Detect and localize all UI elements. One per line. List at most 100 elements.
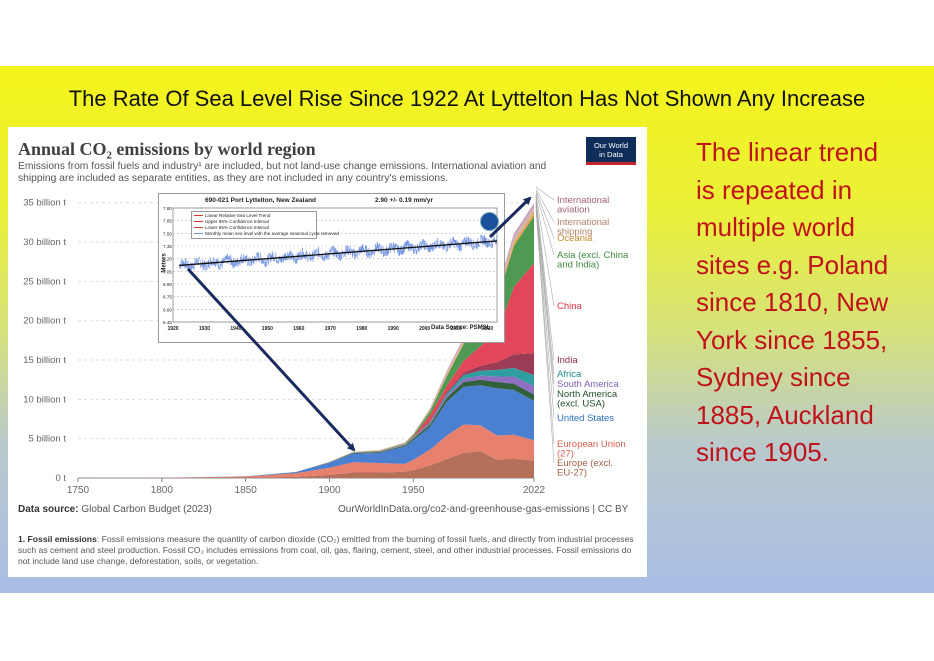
legend-leader <box>535 188 555 223</box>
inset-x-tick: 2000 <box>419 326 430 332</box>
logo-line2: in Data <box>599 150 623 159</box>
y-tick-label: 25 billion t <box>23 276 66 287</box>
inset-legend-item: Upper 95% Confidence Interval <box>194 219 314 225</box>
chart-title: Annual CO₂ emissions by world region <box>18 139 316 159</box>
legend-leader <box>535 192 555 256</box>
legend-label: EU-27) <box>557 468 587 479</box>
side-text-line: The linear trend <box>696 137 879 167</box>
area-series <box>78 385 534 478</box>
inset-legend-text: Upper 95% Confidence Interval <box>205 219 269 224</box>
legend-label: China <box>557 301 583 312</box>
legend-label: Africa <box>557 369 582 380</box>
y-tick-label: 30 billion t <box>23 237 66 248</box>
legend-label: Oceania <box>557 233 593 244</box>
legend-leader <box>535 196 555 361</box>
legend-leader <box>535 208 555 464</box>
y-tick-label: 10 billion t <box>23 394 66 405</box>
data-source-value: Global Carbon Budget (2023) <box>81 504 212 515</box>
inset-x-tick: 1990 <box>388 326 399 332</box>
legend-label: Asia (excl. China <box>557 250 629 261</box>
legend-label: South America <box>557 379 619 390</box>
x-tick-label: 2022 <box>523 485 546 496</box>
side-text-line: is repeated in <box>696 174 853 205</box>
x-tick-label: 1900 <box>318 485 341 496</box>
inset-y-axis-label: Meters <box>161 253 168 273</box>
side-text-line: since 1905. <box>696 437 829 467</box>
inset-x-tick: 1950 <box>262 326 273 332</box>
legend-leader <box>535 202 555 395</box>
side-commentary: The linear trend is repeated in multiple w… <box>696 134 932 472</box>
x-tick-label: 1850 <box>235 485 258 496</box>
side-text-line: Sydney since <box>696 362 851 392</box>
logo-line1: Our World <box>593 141 629 150</box>
x-tick-label: 1950 <box>402 485 425 496</box>
inset-legend-text: Linear Relative Sea Level Trend <box>205 213 271 218</box>
inset-legend-item: Lower 95% Confidence Interval <box>194 225 314 231</box>
legend-leader <box>535 194 555 307</box>
inset-title: 690-021 Port Lyttelton, New Zealand <box>205 197 317 204</box>
inset-y-tick: 6.45 <box>163 320 172 325</box>
side-text-line: York since 1855, <box>696 324 888 355</box>
inset-data-source: Data Source: PSMSL <box>431 325 491 331</box>
legend-label: India <box>557 355 578 366</box>
y-tick-label: 5 billion t <box>29 434 67 445</box>
legend-label: North America <box>557 389 618 400</box>
inset-legend-item: Linear Relative Sea Level Trend <box>194 213 314 219</box>
chart-subtitle: Emissions from fossil fuels and industry… <box>18 161 547 184</box>
x-tick-label: 1750 <box>67 485 90 496</box>
inset-legend-text: Monthly mean sea level with the average … <box>205 231 339 236</box>
x-tick-label: 1800 <box>151 485 174 496</box>
monthly-sea-level-line <box>179 233 498 272</box>
inset-x-tick: 1930 <box>199 326 210 332</box>
inset-x-tick: 2020 <box>482 326 493 332</box>
area-series <box>78 424 534 478</box>
inset-y-tick: 6.75 <box>163 295 172 300</box>
legend-label: (27) <box>557 449 574 460</box>
legend-leader <box>535 198 555 375</box>
inset-legend-text: Lower 95% Confidence Interval <box>205 225 269 230</box>
inset-legend-swatch <box>194 215 203 217</box>
inset-x-tick: 2010 <box>451 326 462 332</box>
inset-y-tick: 6.90 <box>163 282 172 287</box>
data-source: Data source: Global Carbon Budget (2023) <box>18 504 212 515</box>
slide-title: The Rate Of Sea Level Rise Since 1922 At… <box>68 86 866 111</box>
legend-leader <box>535 190 555 239</box>
side-text-line: 1885, Auckland <box>696 399 874 430</box>
inset-y-tick: 7.80 <box>163 206 172 211</box>
legend-label: aviation <box>557 205 590 216</box>
inset-x-tick: 1980 <box>356 326 367 332</box>
y-tick-label: 35 billion t <box>23 198 66 209</box>
legend-leader <box>535 200 555 385</box>
inset-x-tick: 1940 <box>230 326 241 332</box>
our-world-in-data-logo: Our World in Data <box>586 137 636 165</box>
inset-legend-swatch <box>194 221 203 223</box>
inset-legend: Linear Relative Sea Level Trend Upper 95%… <box>191 211 339 239</box>
area-series <box>78 451 534 478</box>
side-text-line: multiple world <box>696 212 855 242</box>
legend-label: European Union <box>557 439 626 450</box>
sea-level-inset-chart: 6.45 6.60 6.75 6.90 7.05 7.20 7.35 7.50 7.65 7.80… <box>158 193 505 343</box>
inset-y-tick: 7.35 <box>163 244 172 249</box>
y-tick-label: 20 billion t <box>23 316 66 327</box>
y-tick-label: 15 billion t <box>23 355 66 366</box>
inset-y-tick: 7.20 <box>163 257 172 262</box>
inset-legend-swatch <box>194 227 203 229</box>
legend-label: United States <box>557 413 614 424</box>
side-text-line: since 1810, New <box>696 287 889 317</box>
noaa-logo-icon <box>480 212 499 231</box>
inset-y-tick: 7.50 <box>163 231 172 236</box>
legend-leader <box>535 204 555 419</box>
inset-x-tick: 1970 <box>325 326 336 332</box>
legend-label: Europe (excl. <box>557 458 613 469</box>
inset-y-tick: 6.60 <box>163 307 172 312</box>
data-source-url: OurWorldInData.org/co2-and-greenhouse-ga… <box>338 504 629 515</box>
legend-label: International <box>557 217 609 228</box>
footnote-label: 1. Fossil emissions <box>18 534 97 544</box>
legend-label: (excl. USA) <box>557 399 605 410</box>
legend-label: and India) <box>557 260 599 271</box>
inset-legend-swatch <box>194 233 203 235</box>
inset-x-tick: 1920 <box>167 326 178 332</box>
side-text-line: sites e.g. Poland <box>696 249 889 280</box>
linear-trend-line <box>179 240 498 267</box>
area-series <box>78 352 534 478</box>
